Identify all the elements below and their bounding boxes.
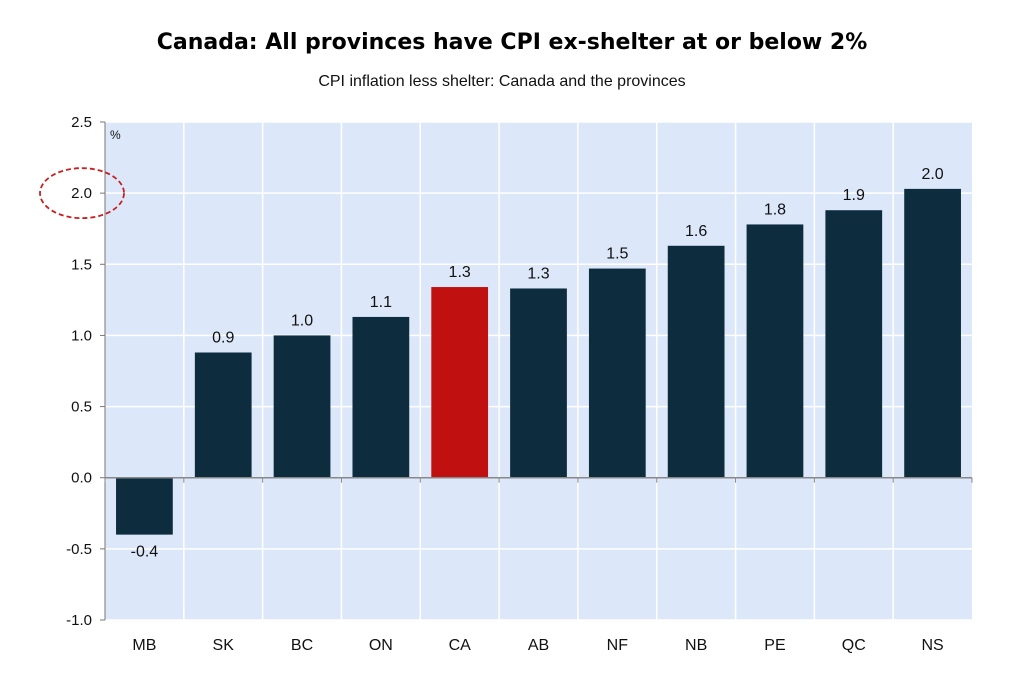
y-axis-unit: % xyxy=(110,128,121,142)
bar-mb xyxy=(116,477,173,535)
bars xyxy=(116,188,961,535)
x-tick-label: CA xyxy=(449,637,472,654)
bar-pe xyxy=(746,224,804,478)
bar-ca xyxy=(431,287,489,478)
data-label: 2.0 xyxy=(921,166,943,183)
bar-on xyxy=(352,316,410,478)
y-tick-label: 1.0 xyxy=(71,327,92,344)
data-labels: -0.4 0.9 1.0 1.1 1.3 1.3 1.5 1.6 1.8 1.9 2.0 xyxy=(131,166,944,561)
annotation-circle xyxy=(39,167,125,220)
data-label: 1.5 xyxy=(606,246,628,263)
y-tick-label: 2.5 xyxy=(71,114,92,131)
data-label: 1.8 xyxy=(764,201,786,218)
bar-qc xyxy=(825,210,883,478)
x-tick-label: SK xyxy=(213,637,235,654)
data-label: 1.1 xyxy=(370,294,392,311)
data-label: -0.4 xyxy=(131,544,159,561)
y-tick-label: 1.5 xyxy=(71,256,92,273)
y-tick-label: 0.5 xyxy=(71,399,92,416)
data-label: 1.6 xyxy=(685,223,707,240)
axes xyxy=(104,122,973,620)
x-tick-label: NF xyxy=(607,637,629,654)
y-tick-label: -0.5 xyxy=(66,541,92,558)
y-axis-ticks: -1.0 -0.5 0.0 0.5 1.0 1.5 2.0 2.5 xyxy=(66,114,105,629)
x-axis-labels: MB SK BC ON CA AB NF NB PE QC NS xyxy=(132,637,943,654)
chart-title: Canada: All provinces have CPI ex-shelte… xyxy=(156,30,868,55)
data-label: 0.9 xyxy=(212,330,234,347)
bar-ns xyxy=(904,188,961,478)
data-label: 1.0 xyxy=(291,312,313,329)
data-label: 1.3 xyxy=(527,265,549,282)
x-tick-label: NS xyxy=(921,637,943,654)
x-tick-label: NB xyxy=(685,637,707,654)
bar-nf xyxy=(588,268,646,478)
bar-bc xyxy=(273,335,331,478)
x-tick-label: QC xyxy=(842,637,866,654)
x-tick-label: AB xyxy=(528,637,549,654)
bar-nb xyxy=(667,245,725,478)
y-tick-label: 0.0 xyxy=(71,470,92,487)
bar-sk xyxy=(194,352,252,478)
x-tick-label: BC xyxy=(291,637,313,654)
bar-ab xyxy=(510,288,567,478)
x-tick-label: ON xyxy=(369,637,393,654)
data-label: 1.3 xyxy=(449,264,471,281)
y-tick-label: 2.0 xyxy=(71,185,92,202)
x-tick-label: MB xyxy=(132,637,156,654)
x-tick-label: PE xyxy=(764,637,785,654)
y-tick-label: -1.0 xyxy=(66,612,92,629)
chart-subtitle: CPI inflation less shelter: Canada and t… xyxy=(318,73,686,90)
data-label: 1.9 xyxy=(843,187,865,204)
